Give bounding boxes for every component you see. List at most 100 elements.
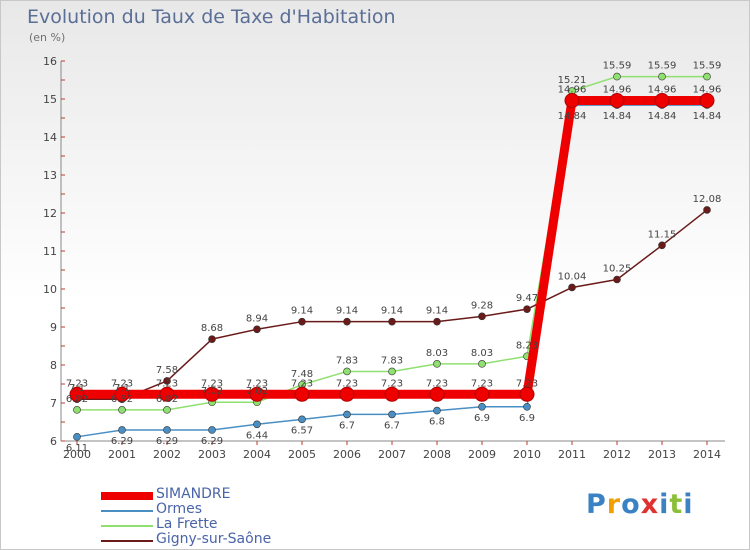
data-point — [658, 241, 666, 250]
data-label: 6.29 — [111, 436, 133, 447]
data-point — [163, 377, 171, 385]
data-label: 7.48 — [291, 369, 313, 380]
data-label: 14.84 — [603, 111, 632, 122]
series-line-0 — [77, 96, 707, 399]
data-label: 14.96 — [603, 85, 632, 96]
data-label: 6.29 — [201, 436, 223, 447]
data-point — [249, 386, 265, 402]
data-label: 10.04 — [558, 271, 587, 282]
chart-title: Evolution du Taux de Taxe d'Habitation — [27, 6, 396, 28]
data-label: 7.23 — [516, 378, 538, 389]
data-point — [613, 72, 621, 81]
data-point — [69, 386, 85, 402]
data-point — [204, 386, 220, 402]
y-tick-label: 14 — [43, 131, 57, 144]
legend-label: SIMANDRE — [156, 486, 231, 502]
data-point — [388, 367, 396, 376]
x-tick-label: 2003 — [198, 448, 226, 461]
data-point — [298, 317, 306, 326]
data-point — [433, 360, 441, 368]
y-tick-label: 10 — [43, 283, 57, 296]
data-point — [73, 433, 81, 441]
data-point — [163, 406, 171, 414]
data-point — [474, 386, 490, 402]
data-label: 8.68 — [201, 323, 223, 334]
data-point — [73, 406, 81, 414]
data-point — [118, 406, 126, 414]
data-label: 7.23 — [336, 378, 358, 389]
data-point — [388, 410, 396, 419]
data-label: 14.84 — [693, 111, 722, 122]
logo-letter: r — [606, 489, 622, 520]
data-point — [343, 317, 351, 326]
data-label: 7.58 — [156, 365, 178, 376]
data-label: 14.84 — [558, 111, 587, 122]
data-label: 8.94 — [246, 313, 268, 324]
data-point — [519, 386, 535, 402]
data-point — [208, 426, 216, 434]
data-label: 9.14 — [336, 306, 358, 317]
data-label: 15.21 — [558, 75, 587, 86]
data-point — [298, 415, 306, 424]
data-label: 7.1 — [114, 383, 130, 394]
logo-letter: i — [659, 489, 670, 520]
data-point — [478, 402, 486, 411]
data-point — [253, 325, 261, 334]
data-label: 6.9 — [519, 413, 535, 424]
data-label: 7.23 — [111, 378, 133, 389]
data-label: 6.7 — [384, 420, 400, 431]
data-label: 7.23 — [471, 378, 493, 389]
x-tick-label: 2013 — [648, 448, 676, 461]
data-label: 6.82 — [111, 394, 133, 405]
logo-letter: t — [669, 489, 684, 520]
data-point — [703, 206, 711, 214]
data-label: 15.59 — [648, 61, 677, 72]
legend-label: Gigny-sur-Saône — [156, 531, 272, 547]
proxiti-logo: Proxiti — [586, 489, 694, 520]
data-label: 9.14 — [381, 306, 403, 317]
logo-letter: i — [683, 489, 694, 520]
data-point — [339, 386, 355, 402]
data-label: 7.23 — [201, 378, 223, 389]
data-point — [163, 426, 171, 434]
data-label: 7.83 — [336, 355, 358, 366]
x-tick-label: 2012 — [603, 448, 631, 461]
data-label: 14.96 — [693, 85, 722, 96]
data-label: 7.02 — [201, 386, 223, 397]
data-label: 7.23 — [381, 378, 403, 389]
data-label: 9.14 — [426, 306, 448, 317]
y-tick-label: 7 — [50, 397, 57, 410]
data-point — [703, 72, 711, 81]
y-tick-label: 13 — [43, 169, 57, 182]
data-point — [478, 360, 486, 368]
x-tick-label: 2008 — [423, 448, 451, 461]
y-tick-label: 9 — [50, 321, 57, 334]
x-tick-label: 2004 — [243, 448, 271, 461]
legend-swatch — [101, 525, 153, 527]
data-point — [343, 367, 351, 376]
data-point — [433, 317, 441, 326]
data-label: 10.25 — [603, 264, 632, 275]
data-label: 6.44 — [246, 430, 268, 441]
legend-swatch — [101, 492, 153, 500]
data-label: 7.23 — [156, 378, 178, 389]
data-point — [208, 335, 216, 343]
y-tick-label: 11 — [43, 245, 57, 258]
legend-label: Ormes — [156, 501, 203, 517]
data-label: 11.15 — [648, 229, 677, 240]
logo-letter: x — [640, 489, 660, 520]
x-tick-label: 2007 — [378, 448, 406, 461]
data-label: 6.29 — [156, 436, 178, 447]
data-label: 9.28 — [471, 300, 493, 311]
data-label: 9.47 — [516, 293, 538, 304]
data-label: 14.96 — [558, 85, 587, 96]
data-point — [433, 406, 441, 415]
data-label: 8.03 — [426, 348, 448, 359]
data-point — [609, 93, 625, 109]
data-label: 6.82 — [66, 394, 88, 405]
x-tick-label: 2002 — [153, 448, 181, 461]
data-point — [523, 402, 531, 411]
data-point — [478, 312, 486, 321]
x-tick-label: 2001 — [108, 448, 136, 461]
data-point — [654, 93, 670, 109]
